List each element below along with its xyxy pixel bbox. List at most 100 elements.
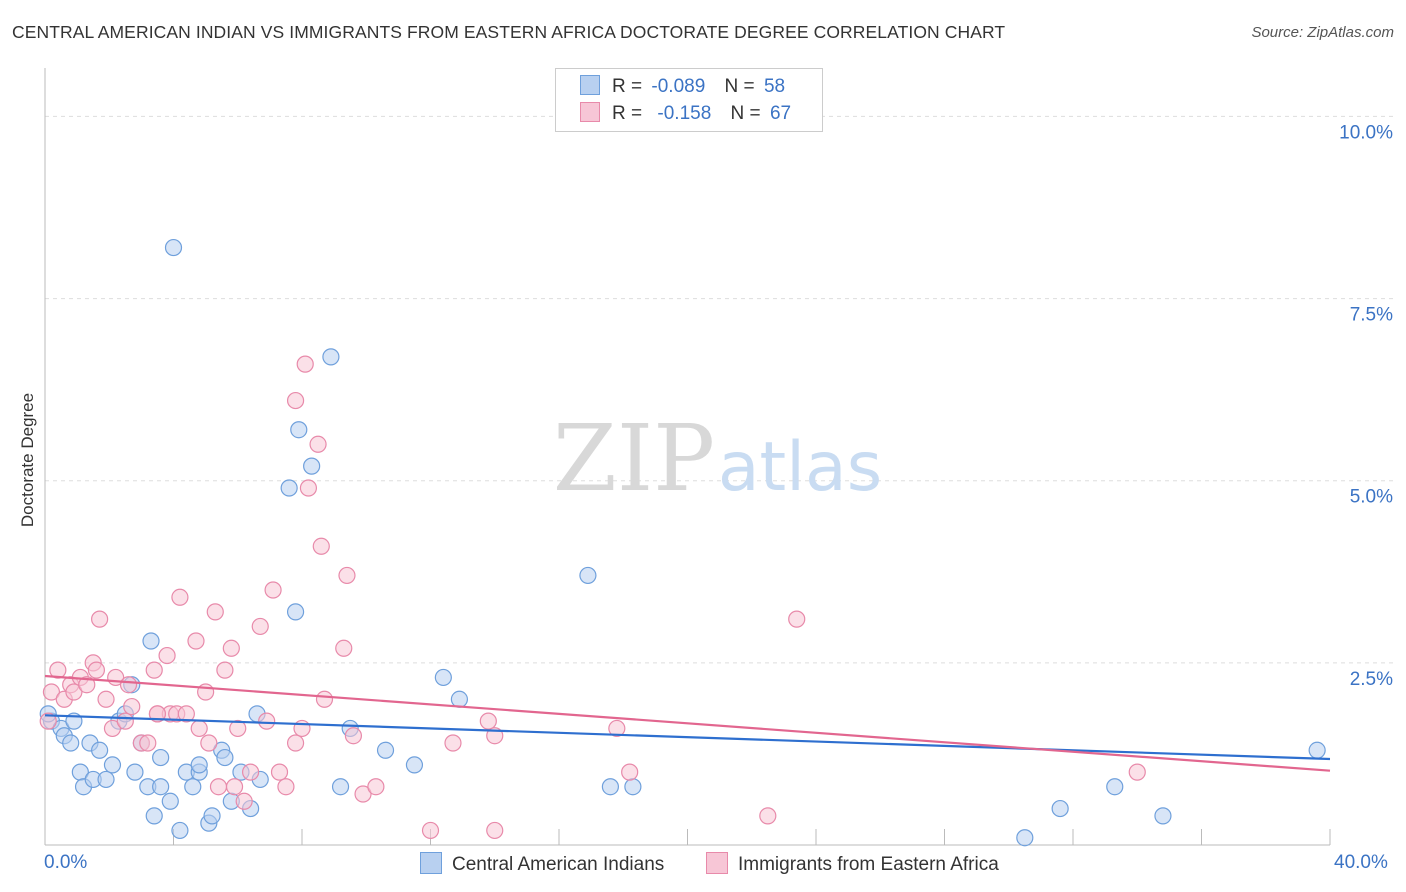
point-eastern-africa <box>139 734 157 752</box>
point-eastern-africa <box>229 719 247 738</box>
point-eastern-africa <box>299 479 318 497</box>
point-central-american-indian <box>1106 778 1124 796</box>
point-eastern-africa <box>335 639 353 657</box>
y-tick-label: 7.5% <box>1350 305 1393 326</box>
legend-n-label: N = <box>730 103 761 124</box>
point-central-american-indian <box>280 479 298 497</box>
point-central-american-indian <box>152 778 170 796</box>
point-eastern-africa <box>235 792 253 810</box>
point-eastern-africa <box>206 603 224 621</box>
legend-row-blue: R = -0.089 N = 58 <box>580 75 785 98</box>
point-central-american-indian <box>97 770 115 789</box>
trend-lines <box>44 674 1331 772</box>
legend-n-value: 58 <box>763 76 786 97</box>
y-tick-label: 2.5% <box>1350 669 1393 690</box>
point-eastern-africa <box>788 610 806 628</box>
point-eastern-africa <box>97 690 115 708</box>
legend-swatch-pink <box>706 852 728 874</box>
legend-item-immigrants-eastern-africa[interactable]: Immigrants from Eastern Africa <box>706 852 999 876</box>
legend-swatch-blue <box>420 852 442 874</box>
point-central-american-indian <box>142 632 160 650</box>
point-eastern-africa <box>190 719 208 738</box>
point-central-american-indian <box>126 763 144 781</box>
trend-line-central-american-indians <box>44 714 1331 761</box>
point-eastern-africa <box>621 763 639 781</box>
point-eastern-africa <box>367 778 385 796</box>
point-eastern-africa <box>91 610 109 628</box>
point-central-american-indian <box>1308 741 1326 759</box>
point-eastern-africa <box>123 697 141 716</box>
point-eastern-africa <box>251 617 269 636</box>
point-central-american-indian <box>145 807 163 825</box>
point-central-american-indian <box>303 457 321 475</box>
legend-row-pink: R = -0.158 N = 67 <box>580 102 791 125</box>
point-eastern-africa <box>286 734 305 752</box>
point-central-american-indian <box>62 734 80 752</box>
point-eastern-africa <box>116 712 134 730</box>
point-eastern-africa <box>78 676 96 694</box>
point-eastern-africa <box>344 727 362 745</box>
y-tick-label: 10.0% <box>1339 122 1393 143</box>
point-eastern-africa <box>119 676 138 694</box>
point-eastern-africa <box>49 661 67 679</box>
point-central-american-indian <box>184 778 202 796</box>
point-central-american-indian <box>103 756 122 774</box>
point-eastern-africa <box>479 712 497 730</box>
point-central-american-indian <box>434 668 452 687</box>
point-eastern-africa <box>145 661 163 679</box>
legend-n-value: 67 <box>769 103 792 124</box>
point-eastern-africa <box>286 391 305 410</box>
point-central-american-indian <box>203 807 221 825</box>
point-central-american-indian <box>376 741 395 759</box>
source-label: Source: ZipAtlas.com <box>1251 24 1394 41</box>
legend-label: Immigrants from Eastern Africa <box>738 854 999 875</box>
legend-r-label: R = <box>612 76 643 97</box>
point-central-american-indian <box>1154 807 1172 825</box>
point-eastern-africa <box>65 683 83 701</box>
point-central-american-indian <box>322 348 340 366</box>
point-eastern-africa <box>39 712 57 730</box>
legend-label: Central American Indians <box>452 854 665 875</box>
x-tick-max: 40.0% <box>1334 852 1388 873</box>
legend-swatch-pink <box>580 102 600 122</box>
point-central-american-indian <box>1016 829 1034 847</box>
point-eastern-africa <box>242 763 260 781</box>
y-tick-label: 5.0% <box>1350 487 1393 508</box>
point-eastern-africa <box>421 821 440 840</box>
point-central-american-indian <box>161 792 179 810</box>
legend-n-label: N = <box>724 76 755 97</box>
legend-r-value: -0.089 <box>651 76 706 97</box>
point-eastern-africa <box>216 661 234 679</box>
point-eastern-africa <box>264 581 282 599</box>
point-central-american-indian <box>1051 799 1069 818</box>
point-eastern-africa <box>296 355 314 373</box>
point-eastern-africa <box>209 778 228 796</box>
y-tick-labels: 2.5% 5.0% 7.5% 10.0% <box>1339 122 1393 689</box>
point-central-american-indian <box>286 603 305 621</box>
point-eastern-africa <box>187 632 205 650</box>
point-eastern-africa <box>277 778 295 796</box>
legend-swatch-blue <box>580 75 600 95</box>
point-eastern-africa <box>258 712 276 730</box>
point-eastern-africa <box>608 719 626 738</box>
point-central-american-indian <box>579 566 597 585</box>
point-eastern-africa <box>225 778 244 796</box>
point-central-american-indian <box>450 690 469 708</box>
point-eastern-africa <box>42 683 61 701</box>
point-central-american-indian <box>216 748 234 767</box>
point-eastern-africa <box>200 734 218 752</box>
point-eastern-africa <box>103 719 122 738</box>
point-eastern-africa <box>1128 763 1146 781</box>
legend-item-central-american-indians[interactable]: Central American Indians <box>420 852 664 876</box>
point-central-american-indian <box>405 756 424 774</box>
point-central-american-indian <box>171 821 189 840</box>
gridlines <box>45 115 1395 664</box>
point-eastern-africa <box>354 785 372 803</box>
point-eastern-africa <box>312 537 330 555</box>
x-tick-min: 0.0% <box>44 852 88 873</box>
point-central-american-indian <box>164 238 183 257</box>
point-central-american-indian <box>624 778 642 796</box>
stats-legend: R = -0.089 N = 58 R = -0.158 N = 67 <box>555 68 823 132</box>
watermark-atlas: atlas <box>718 428 882 507</box>
